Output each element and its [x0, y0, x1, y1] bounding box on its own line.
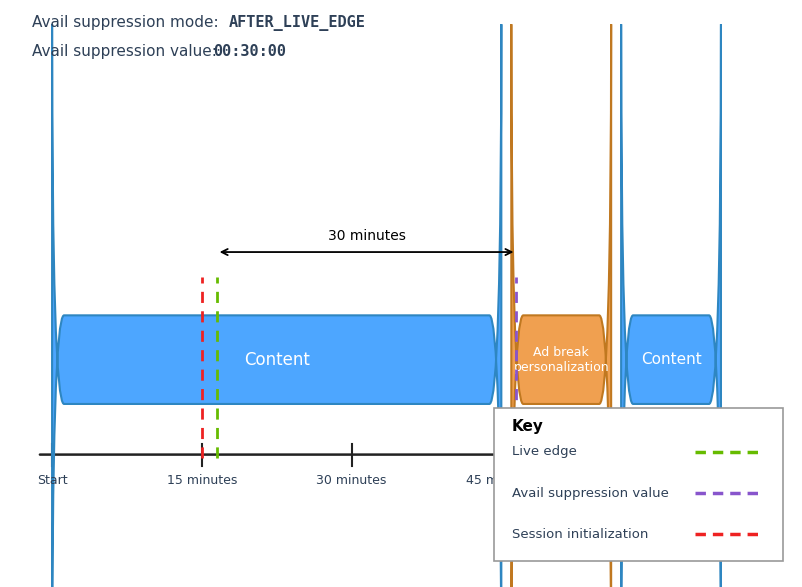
Text: Avail suppression mode:: Avail suppression mode: [32, 15, 229, 30]
Text: Ad break
personalization: Ad break personalization [512, 346, 608, 374]
Text: Start: Start [37, 474, 67, 487]
FancyBboxPatch shape [511, 24, 610, 587]
Text: 45 minutes: 45 minutes [466, 474, 536, 487]
Text: Avail suppression value: Avail suppression value [511, 487, 667, 500]
Text: Session initialization: Session initialization [511, 528, 647, 541]
Text: Live edge: Live edge [511, 446, 576, 458]
Text: Content: Content [640, 352, 701, 367]
Text: 30 minutes: 30 minutes [327, 228, 405, 242]
Text: Content: Content [244, 350, 310, 369]
Text: AFTER_LIVE_EDGE: AFTER_LIVE_EDGE [229, 15, 365, 31]
Text: 30 minutes: 30 minutes [316, 474, 387, 487]
FancyBboxPatch shape [52, 24, 500, 587]
Text: 00:30:00: 00:30:00 [213, 44, 286, 59]
Text: Key: Key [511, 419, 543, 434]
Text: Avail suppression value:: Avail suppression value: [32, 44, 226, 59]
Text: 15 minutes: 15 minutes [167, 474, 237, 487]
Text: 1 hour: 1 hour [630, 474, 670, 487]
FancyBboxPatch shape [621, 24, 720, 587]
